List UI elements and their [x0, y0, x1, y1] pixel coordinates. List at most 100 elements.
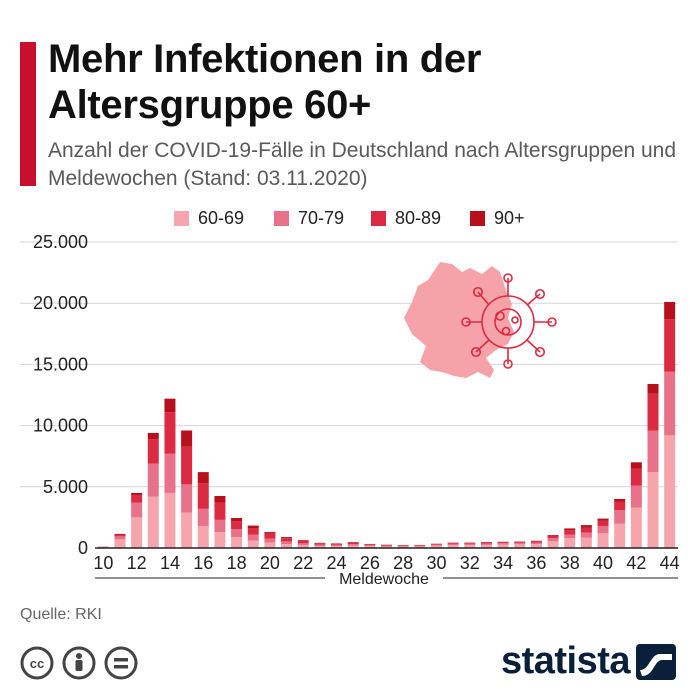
bar-segment-70-79-week-22 [297, 543, 309, 546]
bar-segment-70-79-week-20 [264, 538, 276, 543]
y-tick-label: 25.000 [33, 232, 88, 252]
bar-segment-80-89-week-29 [414, 545, 426, 546]
bar-segment-60-69-week-23 [314, 545, 326, 548]
bar-segment-80-89-week-17 [214, 502, 226, 520]
bar-segment-80-89-week-39 [580, 527, 592, 533]
bar-segment-70-79-week-26 [364, 545, 376, 547]
bar-segment-90-plus-week-42 [630, 462, 642, 469]
bar-segment-80-89-week-13 [147, 439, 159, 464]
bar-segment-70-79-week-11 [114, 536, 126, 540]
bar-segment-70-79-week-21 [281, 541, 293, 545]
x-tick-label: 10 [93, 553, 113, 573]
bar-segment-60-69-week-15 [181, 512, 193, 548]
bar-segment-60-69-week-14 [164, 492, 176, 548]
bar-segment-70-79-week-41 [614, 510, 626, 524]
bar-segment-60-69-week-21 [281, 544, 293, 548]
x-axis-label-group: Meldewoche [95, 571, 678, 588]
source-note: Quelle: RKI [20, 606, 102, 623]
x-tick-label: 44 [660, 553, 680, 573]
legend-item-60-69: 60-69 [174, 206, 244, 230]
bar-segment-90-plus-week-38 [564, 528, 576, 531]
bar-segment-90-plus-week-13 [147, 432, 159, 440]
bar-segment-70-79-week-15 [181, 484, 193, 513]
chart-subtitle: Anzahl der COVID-19-Fälle in Deutschland… [48, 139, 677, 190]
bar-segment-90-plus-week-20 [264, 532, 276, 534]
x-tick-label: 34 [493, 553, 513, 573]
bar-segment-70-79-week-35 [514, 542, 526, 545]
bar-segment-70-79-week-36 [530, 542, 542, 545]
bar-segment-80-89-week-43 [647, 393, 659, 431]
x-tick-label: 32 [460, 553, 480, 573]
legend-swatch-70-79 [274, 210, 289, 226]
bar-segment-80-89-week-11 [114, 534, 126, 537]
bar-segment-70-79-week-29 [414, 545, 426, 547]
statista-brand[interactable]: statista [501, 640, 676, 683]
bar-segment-70-79-week-24 [331, 544, 343, 547]
bar-segment-60-69-week-22 [297, 545, 309, 548]
bar-segment-90-plus-week-19 [247, 525, 259, 529]
bar-segment-60-69-week-20 [264, 542, 276, 548]
svg-text:cc: cc [30, 656, 44, 671]
bar-segment-80-89-week-41 [614, 501, 626, 511]
bar-segment-90-plus-week-22 [297, 540, 309, 541]
bar-segment-70-79-week-12 [131, 502, 143, 518]
bar-segment-70-79-week-32 [464, 543, 476, 546]
x-tick-label: 30 [426, 553, 446, 573]
x-tick-labels: 10 12 14 16 18 20 22 24 26 28 30 32 34 36 38 40 42 44 [93, 553, 679, 573]
bar-segment-60-69-week-18 [231, 536, 243, 548]
bar-segment-70-79-week-43 [647, 430, 659, 473]
bar-segment-70-79-week-17 [214, 519, 226, 533]
license-icons: cc [20, 646, 138, 680]
x-tick-label: 18 [227, 553, 247, 573]
bar-segment-70-79-week-18 [231, 529, 243, 537]
bar-segment-90-plus-week-11 [114, 533, 126, 535]
bar-segment-80-89-week-21 [281, 538, 293, 542]
bar-segment-80-89-week-35 [514, 541, 526, 543]
bar-segment-80-89-week-27 [381, 544, 392, 546]
bar-segment-70-79-week-44 [664, 371, 676, 436]
bar-segment-90-plus-week-40 [597, 518, 609, 521]
bar-segment-80-89-week-22 [297, 540, 309, 544]
bar-segment-60-69-week-35 [514, 544, 526, 548]
bar-segment-90-plus-week-37 [547, 535, 559, 537]
bar-segment-80-89-week-37 [547, 536, 559, 539]
y-tick-labels: 0 5.000 10.000 15.000 20.000 25.000 [33, 232, 88, 558]
bar-segment-60-69-week-31 [447, 545, 459, 548]
x-tick-label: 38 [560, 553, 580, 573]
bar-segment-80-89-week-15 [181, 446, 193, 485]
bar-segment-80-89-week-31 [447, 542, 459, 544]
no-derivatives-icon[interactable] [104, 646, 138, 680]
bar-segment-60-69-week-43 [647, 472, 659, 548]
x-tick-label: 28 [393, 553, 413, 573]
y-tick-label: 5.000 [43, 477, 88, 497]
bar-segment-70-79-week-40 [597, 525, 609, 534]
bar-segment-70-79-week-14 [164, 453, 176, 493]
bar-segment-60-69-week-17 [214, 532, 226, 548]
legend-item-90-plus: 90+ [470, 206, 525, 230]
bar-segment-80-89-week-25 [347, 542, 359, 545]
bar-segment-60-69-week-37 [547, 541, 559, 548]
chart-title: Mehr Infektionen in der Altersgruppe 60+ [48, 37, 482, 127]
bar-segment-60-69-week-24 [331, 546, 343, 548]
bar-segment-60-69-week-39 [580, 537, 592, 548]
bar-segment-80-89-week-32 [464, 542, 476, 544]
x-tick-label: 14 [160, 553, 180, 573]
bar-segment-80-89-week-42 [630, 468, 642, 486]
bar-segment-80-89-week-40 [597, 520, 609, 526]
bar-segment-60-69-week-16 [197, 525, 209, 548]
x-tick-label: 16 [193, 553, 213, 573]
bar-segment-90-plus-week-12 [131, 492, 143, 496]
bar-segment-90-plus-week-17 [214, 495, 226, 503]
bar-segment-70-79-week-42 [630, 485, 642, 508]
bar-segment-80-89-week-19 [247, 528, 259, 535]
attribution-icon[interactable] [62, 646, 96, 680]
bar-segment-90-plus-week-15 [181, 430, 193, 447]
bar-segment-60-69-week-41 [614, 523, 626, 548]
bar-segment-80-89-week-16 [197, 483, 209, 509]
cc-icon[interactable]: cc [20, 646, 54, 680]
germany-map-icon [404, 262, 557, 378]
bar-segment-60-69-week-38 [564, 538, 576, 548]
bar-segment-70-79-week-13 [147, 463, 159, 497]
bar-segment-60-69-week-33 [480, 544, 492, 548]
bar-segment-80-89-week-33 [480, 542, 492, 544]
